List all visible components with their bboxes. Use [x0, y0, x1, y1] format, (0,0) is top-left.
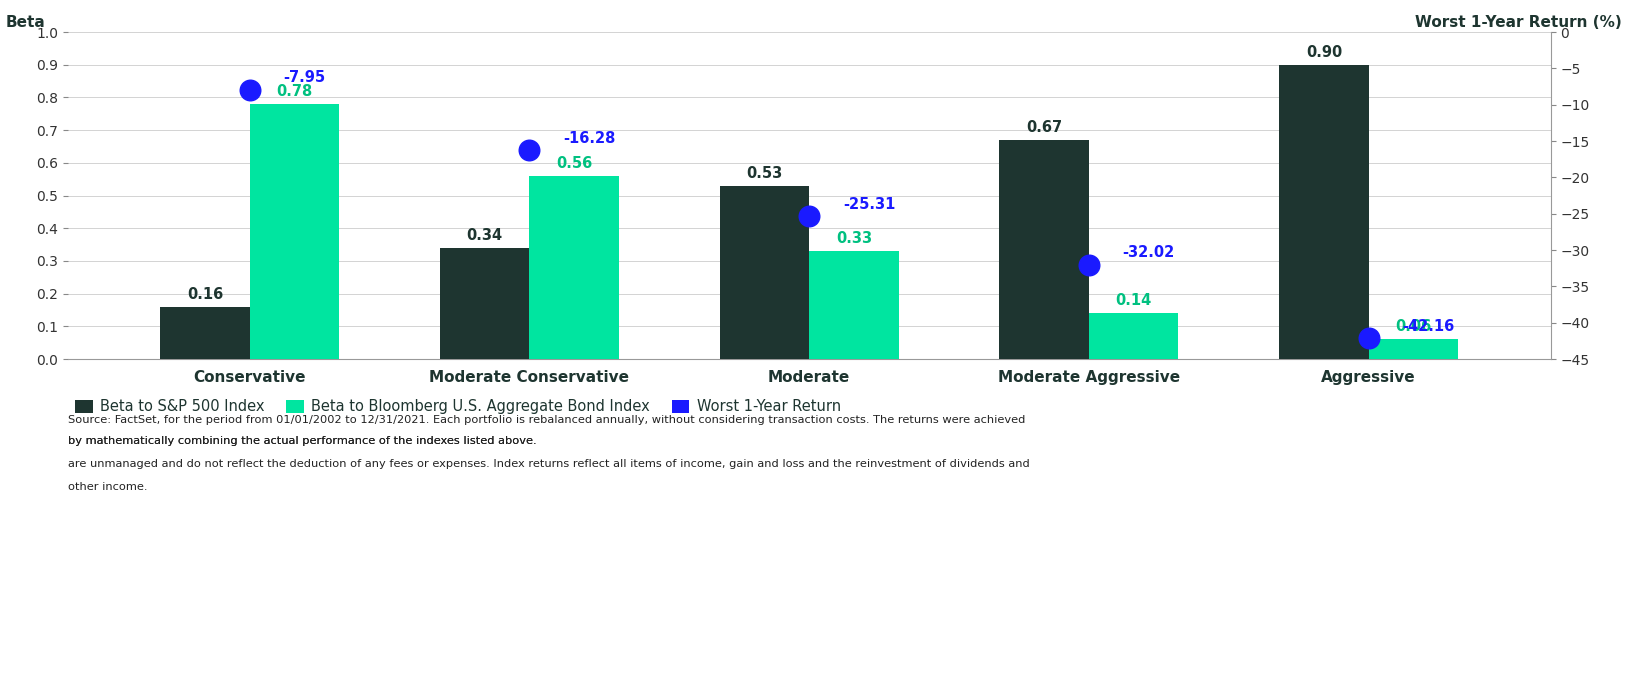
Bar — [1000, 140, 1089, 359]
Text: 0.16: 0.16 — [187, 286, 223, 302]
Point — [1356, 333, 1382, 344]
Text: by mathematically combining the actual performance of the indexes listed above. : by mathematically combining the actual p… — [68, 436, 998, 446]
Text: -32.02: -32.02 — [1122, 246, 1174, 260]
Text: Worst 1-Year Return (%): Worst 1-Year Return (%) — [1415, 15, 1621, 30]
Text: Beta: Beta — [5, 15, 46, 30]
Text: are unmanaged and do not reflect the deduction of any fees or expenses. Index re: are unmanaged and do not reflect the ded… — [68, 459, 1029, 468]
Bar — [441, 248, 530, 359]
Text: 0.56: 0.56 — [556, 156, 592, 171]
Text: by mathematically combining the actual performance of the indexes listed above.: by mathematically combining the actual p… — [68, 436, 540, 446]
Bar — [720, 185, 810, 359]
Text: Source: FactSet, for the period from 01/01/2002 to 12/31/2021. Each portfolio is: Source: FactSet, for the period from 01/… — [68, 415, 1026, 425]
Point — [237, 84, 263, 95]
Text: 0.78: 0.78 — [276, 84, 312, 99]
Text: -16.28: -16.28 — [563, 131, 615, 146]
Bar — [530, 176, 620, 359]
Text: 0.67: 0.67 — [1026, 120, 1062, 135]
Bar — [810, 251, 899, 359]
Bar — [1369, 340, 1459, 359]
Text: -42.16: -42.16 — [1402, 319, 1455, 334]
Bar — [161, 307, 250, 359]
Text: -25.31: -25.31 — [842, 197, 896, 212]
Text: 0.33: 0.33 — [836, 231, 872, 246]
Text: 0.34: 0.34 — [467, 228, 502, 243]
Text: -7.95: -7.95 — [283, 71, 325, 86]
Point — [797, 210, 823, 221]
Bar — [1280, 65, 1369, 359]
Text: 0.06: 0.06 — [1395, 319, 1431, 334]
Text: 0.14: 0.14 — [1115, 293, 1151, 308]
Text: 0.53: 0.53 — [746, 165, 782, 181]
Text: other income.: other income. — [68, 482, 148, 492]
Point — [517, 145, 543, 156]
Bar — [1089, 313, 1179, 359]
Bar — [250, 104, 340, 359]
Legend: Beta to S&P 500 Index, Beta to Bloomberg U.S. Aggregate Bond Index, Worst 1-Year: Beta to S&P 500 Index, Beta to Bloomberg… — [75, 399, 841, 414]
Point — [1076, 260, 1102, 271]
Text: 0.90: 0.90 — [1306, 44, 1341, 60]
Text: by mathematically combining the actual performance of the indexes listed above.: by mathematically combining the actual p… — [68, 436, 540, 446]
